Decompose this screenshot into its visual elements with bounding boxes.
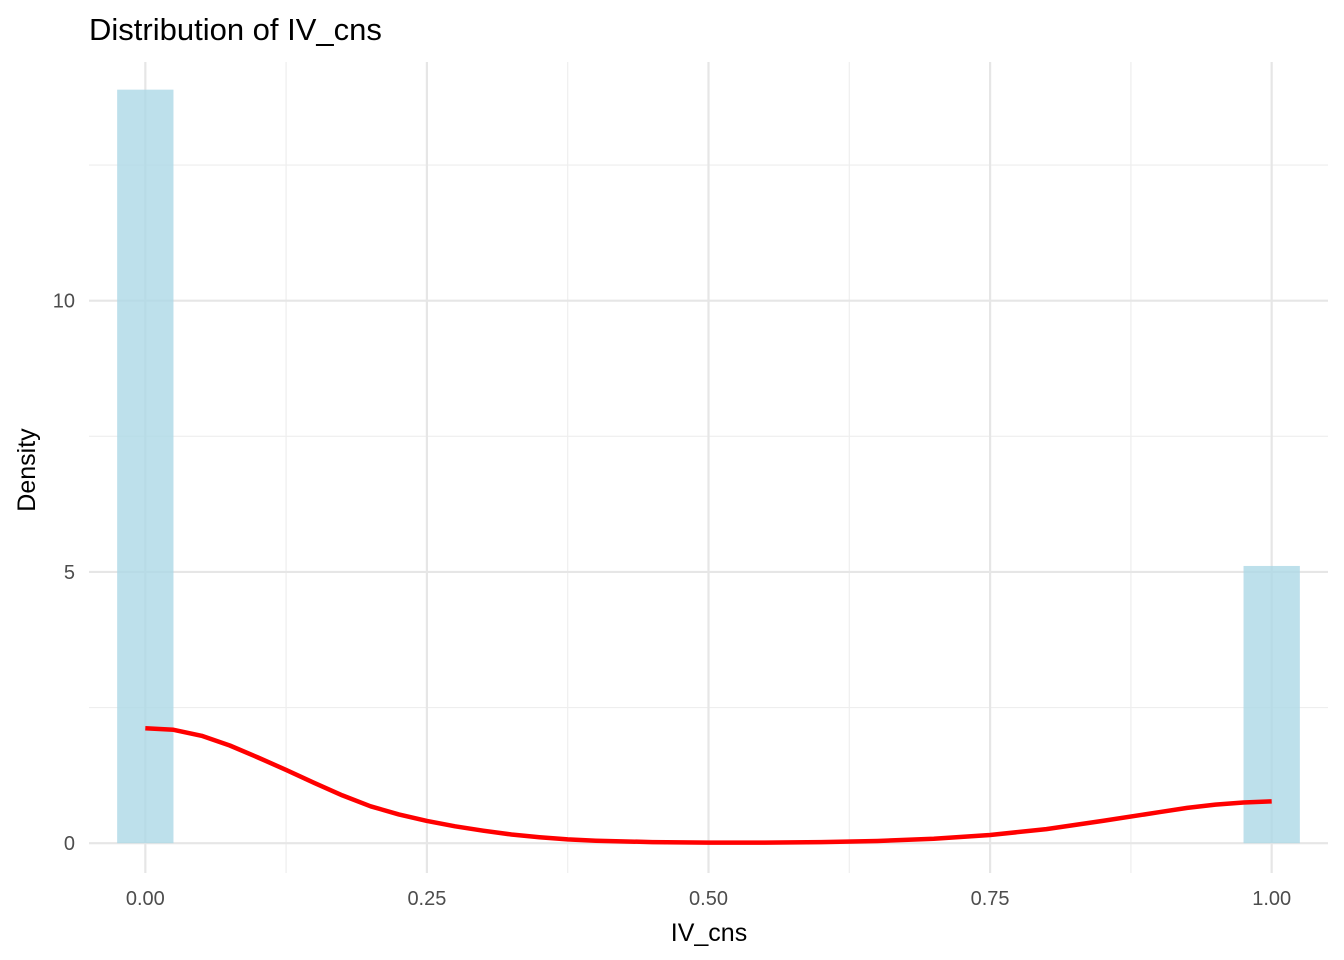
chart-title: Distribution of IV_cns: [89, 12, 382, 47]
x-tick-label: 0.75: [971, 888, 1010, 910]
x-tick-label: 1.00: [1252, 888, 1291, 910]
x-tick-label: 0.50: [689, 888, 728, 910]
tick-labels: 0.00 0.25 0.50 0.75 1.00 0 5 10: [53, 291, 1291, 910]
grid-layer: [89, 62, 1328, 873]
y-tick-label: 10: [53, 291, 75, 313]
x-tick-label: 0.00: [126, 888, 165, 910]
y-tick-label: 0: [64, 833, 75, 855]
density-curve: [145, 725, 1272, 845]
histogram-bar-1: [1243, 565, 1300, 844]
y-axis-title: Density: [13, 428, 41, 512]
density-curve-layer: [145, 725, 1272, 845]
histogram-bar-0: [117, 89, 174, 844]
x-tick-label: 0.25: [407, 888, 446, 910]
x-axis-title: IV_cns: [671, 919, 747, 947]
histogram-bars: [117, 89, 1300, 844]
y-tick-label: 5: [64, 562, 75, 584]
